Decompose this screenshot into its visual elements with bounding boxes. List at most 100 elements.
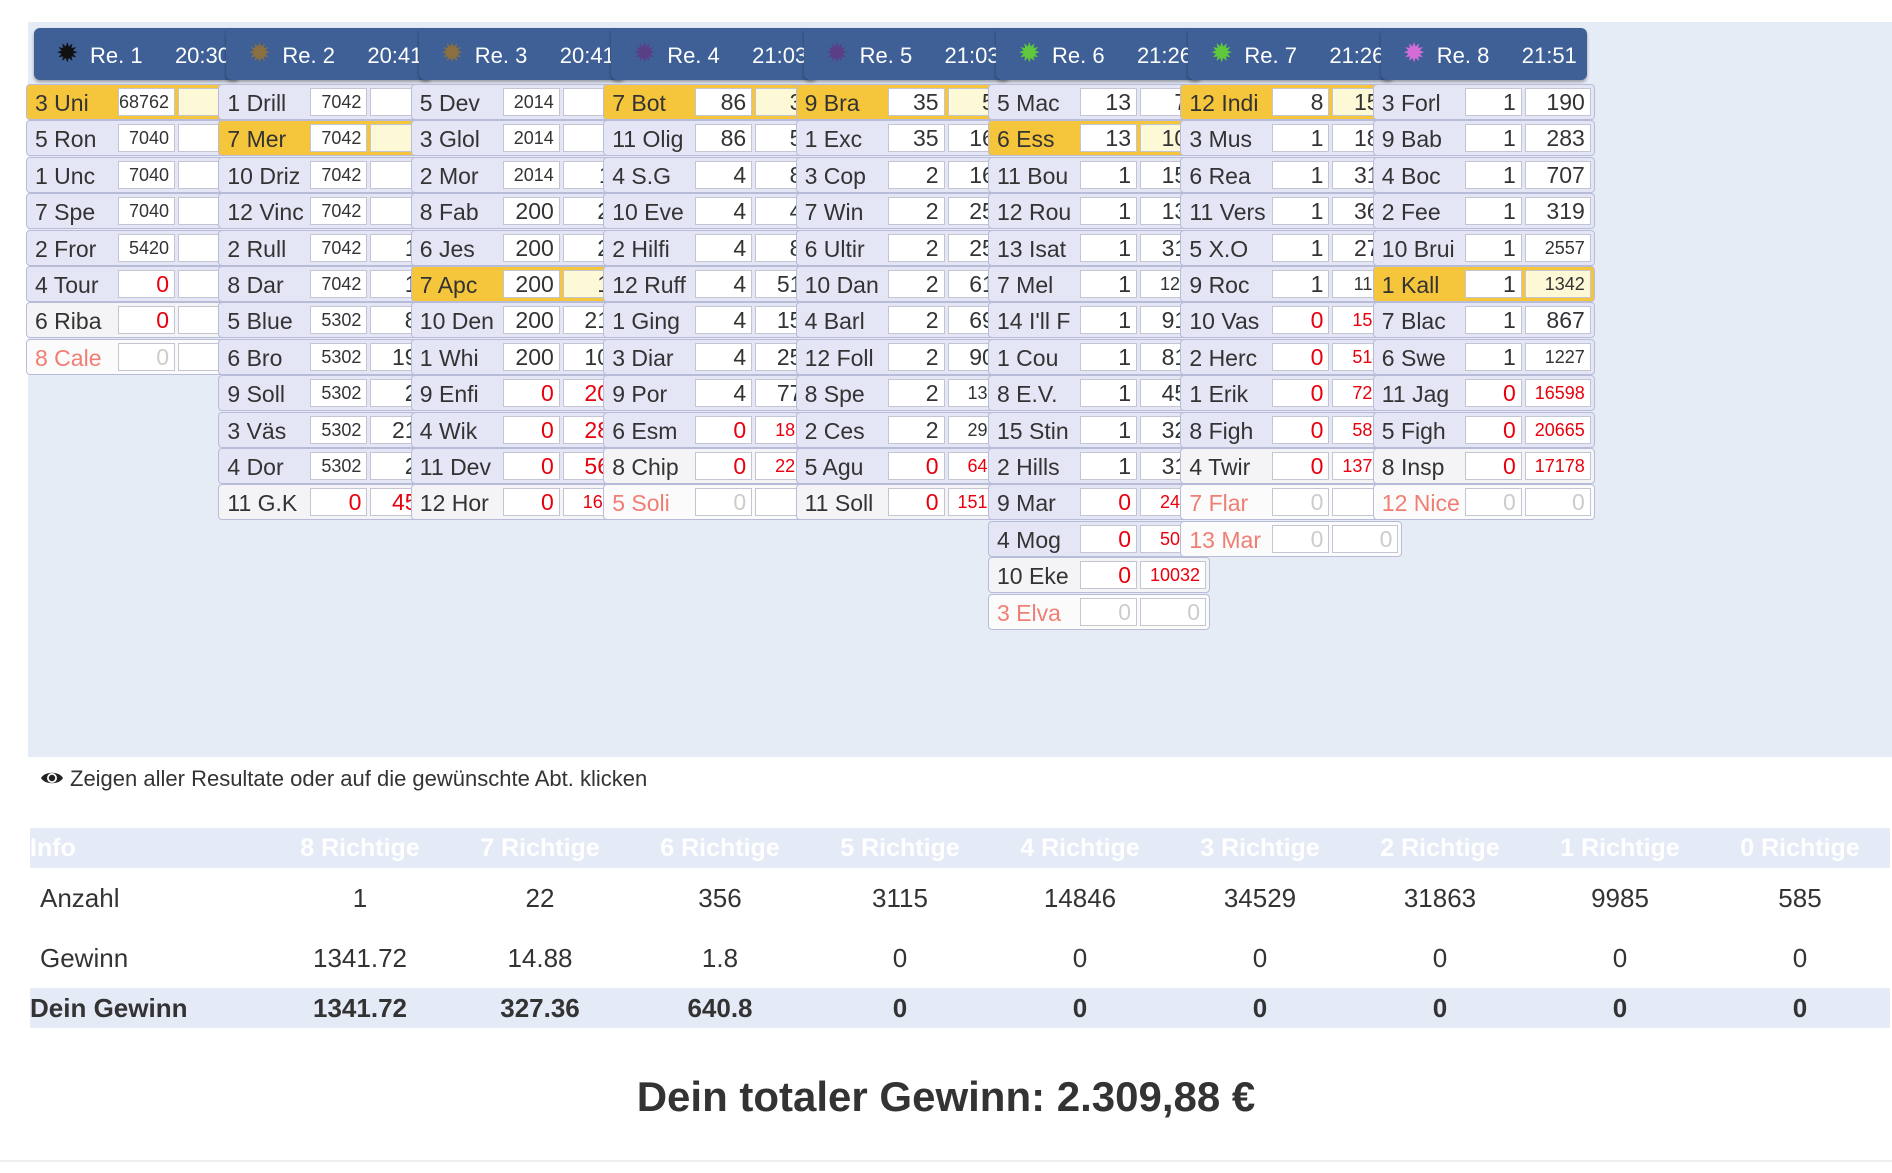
runner-row[interactable]: 11 Olig8658 xyxy=(603,120,826,157)
eye-icon[interactable] xyxy=(40,767,64,793)
runner-row[interactable]: 8 Spe21370 xyxy=(795,375,1018,412)
runner-row[interactable]: 8 Fab20024 xyxy=(410,193,633,230)
runner-row[interactable]: 3 Diar4255 xyxy=(603,338,826,375)
race-header[interactable]: ✹ Re. 3 20:41 xyxy=(418,28,625,80)
runner-row[interactable]: 4 Twir 0 13732 xyxy=(1180,448,1403,484)
runner-row[interactable]: 9 Enfi0205 xyxy=(410,375,633,412)
runner-row[interactable]: 9 Por4778 xyxy=(603,375,826,412)
runner-row[interactable]: 4 S.G481 xyxy=(603,156,826,193)
race-header[interactable]: ✹ Re. 6 21:26 xyxy=(996,28,1202,80)
runner-row[interactable]: 1 Drill70422 xyxy=(218,84,441,120)
runner-row[interactable]: 8 Dar704213 xyxy=(218,266,441,302)
runner-row[interactable]: 11 Dev0569 xyxy=(410,448,633,484)
runner-row[interactable]: 9 Soll530227 xyxy=(218,375,441,412)
runner-row[interactable]: 9 Mar02418 xyxy=(988,484,1210,521)
runner-row[interactable]: 7 Mel11224 xyxy=(988,266,1210,302)
runner-row[interactable]: 7 Win2252 xyxy=(795,193,1018,230)
runner-row[interactable]: 13 Isat1315 xyxy=(988,229,1210,266)
race-header[interactable]: ✹ Re. 1 20:30 xyxy=(34,28,240,80)
runner-row[interactable]: 3 Uni687621 xyxy=(26,84,248,120)
runner-row[interactable]: 1 Whi200108 xyxy=(410,338,633,375)
runner-row[interactable]: 6 Swe 1 1227 xyxy=(1372,338,1595,375)
runner-row[interactable]: 1 Erik07208 xyxy=(1180,375,1403,412)
runner-row[interactable]: 7 Mer70423 xyxy=(218,120,441,157)
runner-row[interactable]: 4 Dor530226 xyxy=(218,448,441,484)
runner-row[interactable]: 10 Driz70426 xyxy=(218,156,441,193)
runner-row[interactable]: 2 Ces22903 xyxy=(795,411,1018,448)
runner-row[interactable]: 11 G.K0459 xyxy=(218,484,441,521)
runner-row[interactable]: 11 Soll 0 15147 xyxy=(795,484,1018,521)
runner-row[interactable]: 2 Mor201411 xyxy=(410,156,633,193)
runner-row[interactable]: 6 Jes20025 xyxy=(410,229,633,266)
runner-row[interactable]: 1 Ging4151 xyxy=(603,302,826,339)
runner-row[interactable]: 14 I'll F1918 xyxy=(988,302,1210,339)
race-header[interactable]: ✹ Re. 2 20:41 xyxy=(226,28,433,80)
runner-row[interactable]: 1 Unc70400 xyxy=(26,156,248,193)
runner-row[interactable]: 2 Rull704210 xyxy=(218,229,441,266)
runner-row[interactable]: 3 Elva 0 0 xyxy=(988,593,1210,630)
race-header[interactable]: ✹ Re. 4 21:03 xyxy=(611,28,818,80)
runner-row[interactable]: 4 Boc 1 707 xyxy=(1372,156,1595,193)
show-all-results-hint[interactable]: Zeigen aller Resultate oder auf die gewü… xyxy=(40,766,647,793)
runner-row[interactable]: 5 Ron70400 xyxy=(26,120,248,157)
runner-row[interactable]: 3 Glol20146 xyxy=(410,120,633,157)
runner-row[interactable]: 9 Bab 1 283 xyxy=(1372,120,1595,157)
runner-row[interactable]: 2 Fee 1 319 xyxy=(1372,193,1595,230)
runner-row[interactable]: 1 Exc35163 xyxy=(795,120,1018,157)
runner-row[interactable]: 4 Barl2699 xyxy=(795,302,1018,339)
race-header[interactable]: ✹ Re. 8 21:51 xyxy=(1380,28,1587,80)
runner-row[interactable]: 5 Mac1376 xyxy=(988,84,1210,120)
runner-row[interactable]: 1 Kall 1 1342 xyxy=(1372,266,1595,302)
race-header[interactable]: ✹ Re. 5 21:03 xyxy=(803,28,1010,80)
runner-row[interactable]: 7 Blac 1 867 xyxy=(1372,302,1595,339)
runner-row[interactable]: 5 Agu06409 xyxy=(795,448,1018,484)
runner-row[interactable]: 5 Blue530281 xyxy=(218,302,441,339)
runner-row[interactable]: 3 Forl 1 190 xyxy=(1372,84,1595,120)
runner-row[interactable]: 12 Hor01608 xyxy=(410,484,633,521)
runner-row[interactable]: 7 Flar00 xyxy=(1180,484,1403,521)
runner-row[interactable]: 6 Esm01887 xyxy=(603,411,826,448)
runner-row[interactable]: 11 Jag 0 16598 xyxy=(1372,375,1595,412)
runner-row[interactable]: 4 Tour00 xyxy=(26,266,248,302)
runner-row[interactable]: 7 Spe70400 xyxy=(26,193,248,230)
runner-row[interactable]: 5 Dev20148 xyxy=(410,84,633,120)
runner-row[interactable]: 3 Cop2162 xyxy=(795,156,1018,193)
runner-row[interactable]: 12 Rou1130 xyxy=(988,193,1210,230)
runner-row[interactable]: 13 Mar 0 0 xyxy=(1180,520,1403,557)
runner-row[interactable]: 10 Dan2617 xyxy=(795,266,1018,302)
runner-row[interactable]: 5 X.O1272 xyxy=(1180,229,1403,266)
race-header[interactable]: ✹ Re. 7 21:26 xyxy=(1188,28,1395,80)
runner-row[interactable]: 12 Vinc70427 xyxy=(218,193,441,230)
runner-row[interactable]: 2 Hilfi487 xyxy=(603,229,826,266)
runner-row[interactable]: 12 Nice 0 0 xyxy=(1372,484,1595,521)
runner-row[interactable]: 15 Stin1326 xyxy=(988,411,1210,448)
runner-row[interactable]: 3 Väs5302213 xyxy=(218,411,441,448)
runner-row[interactable]: 12 Foll2902 xyxy=(795,338,1018,375)
runner-row[interactable]: 5 Figh 0 20665 xyxy=(1372,411,1595,448)
runner-row[interactable]: 8 Figh05823 xyxy=(1180,411,1403,448)
runner-row[interactable]: 6 Ess13107 xyxy=(988,120,1210,157)
runner-row[interactable]: 10 Vas01505 xyxy=(1180,302,1403,339)
runner-row[interactable]: 8 Cale00 xyxy=(26,338,248,375)
runner-row[interactable]: 11 Bou1159 xyxy=(988,156,1210,193)
runner-row[interactable]: 10 Den200216 xyxy=(410,302,633,339)
runner-row[interactable]: 6 Ultir2255 xyxy=(795,229,1018,266)
runner-row[interactable]: 6 Rea1319 xyxy=(1180,156,1403,193)
runner-row[interactable]: 12 Indi8151 xyxy=(1180,84,1403,120)
runner-row[interactable]: 10 Eve447 xyxy=(603,193,826,230)
runner-row[interactable]: 7 Apc20019 xyxy=(410,266,633,302)
runner-row[interactable]: 4 Wik0289 xyxy=(410,411,633,448)
runner-row[interactable]: 6 Riba00 xyxy=(26,302,248,339)
runner-row[interactable]: 9 Roc11138 xyxy=(1180,266,1403,302)
runner-row[interactable]: 8 Insp 0 17178 xyxy=(1372,448,1595,484)
runner-row[interactable]: 7 Bot8639 xyxy=(603,84,826,120)
runner-row[interactable]: 2 Fror54200 xyxy=(26,229,248,266)
runner-row[interactable]: 9 Bra3552 xyxy=(795,84,1018,120)
runner-row[interactable]: 4 Mog05040 xyxy=(988,520,1210,557)
runner-row[interactable]: 8 E.V.1459 xyxy=(988,375,1210,412)
runner-row[interactable]: 10 Brui 1 2557 xyxy=(1372,229,1595,266)
runner-row[interactable]: 2 Herc05145 xyxy=(1180,338,1403,375)
runner-row[interactable]: 6 Bro5302199 xyxy=(218,338,441,375)
runner-row[interactable]: 5 Soli00 xyxy=(603,484,826,521)
runner-row[interactable]: 8 Chip02275 xyxy=(603,448,826,484)
